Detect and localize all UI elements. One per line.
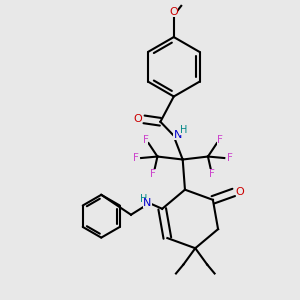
Text: F: F	[150, 169, 156, 179]
Text: F: F	[209, 169, 215, 179]
Text: F: F	[217, 135, 223, 145]
Text: H: H	[140, 194, 147, 204]
Text: F: F	[227, 153, 233, 163]
Text: F: F	[142, 135, 148, 145]
Text: N: N	[173, 130, 182, 140]
Text: F: F	[133, 153, 139, 163]
Text: O: O	[169, 8, 178, 17]
Text: H: H	[181, 125, 188, 135]
Text: O: O	[236, 188, 244, 197]
Text: O: O	[133, 114, 142, 124]
Text: N: N	[143, 198, 152, 208]
